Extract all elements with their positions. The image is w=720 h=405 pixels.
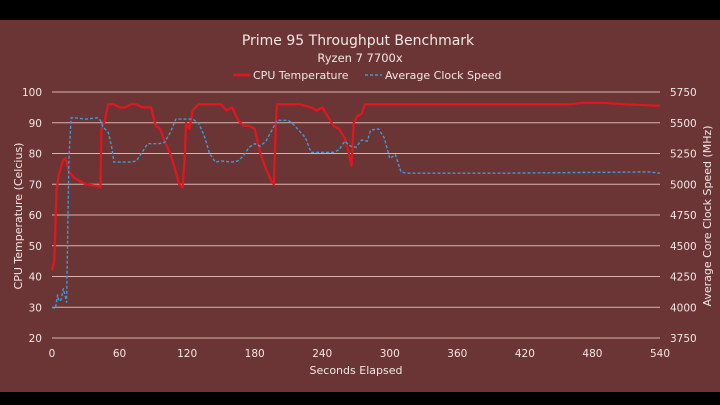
series-line-average-clock-speed — [51, 117, 661, 310]
legend-label-temperature: CPU Temperature — [253, 69, 349, 82]
y-left-tick-label: 100 — [22, 87, 42, 99]
y-left-tick-label: 50 — [29, 241, 42, 253]
x-tick-label: 120 — [177, 348, 197, 360]
y-right-tick-label: 5250 — [670, 149, 697, 161]
x-tick-label: 540 — [650, 348, 670, 360]
y-axis-right-label: Average Core Clock Speed (MHz) — [701, 125, 714, 306]
y-right-tick-label: 4750 — [670, 210, 697, 222]
chart-frame: Prime 95 Throughput Benchmark Ryzen 7 77… — [0, 20, 720, 392]
legend-label-clock: Average Clock Speed — [385, 69, 502, 82]
chart-title: Prime 95 Throughput Benchmark — [242, 33, 475, 49]
x-tick-label: 360 — [447, 348, 467, 360]
series-line-cpu-temperature — [50, 101, 661, 271]
x-axis-label: Seconds Elapsed — [310, 364, 403, 377]
dual-axis-line-chart: Prime 95 Throughput Benchmark Ryzen 7 77… — [12, 33, 714, 377]
x-tick-label: 60 — [113, 348, 126, 360]
y-right-tick-label: 5750 — [670, 87, 697, 99]
y-left-tick-label: 60 — [29, 210, 42, 222]
x-tick-label: 300 — [380, 348, 400, 360]
y-axis-left-label: CPU Temperature (Celcius) — [12, 143, 25, 290]
legend: CPU Temperature Average Clock Speed — [233, 69, 502, 82]
y-left-tick-label: 30 — [29, 302, 42, 314]
x-tick-label: 0 — [49, 348, 56, 360]
y-right-tick-label: 5500 — [670, 118, 697, 130]
y-right-tick-label: 4000 — [670, 302, 697, 314]
y-left-tick-label: 90 — [29, 118, 42, 130]
y-right-tick-label: 4250 — [670, 272, 697, 284]
y-left-tick-label: 20 — [29, 333, 42, 345]
y-right-tick-label: 3750 — [670, 333, 697, 345]
x-tick-label: 240 — [312, 348, 332, 360]
x-tick-label: 180 — [245, 348, 265, 360]
y-right-tick-label: 4500 — [670, 241, 697, 253]
y-left-tick-label: 80 — [29, 149, 42, 161]
x-tick-label: 420 — [515, 348, 535, 360]
x-tick-label: 480 — [582, 348, 602, 360]
y-left-tick-label: 40 — [29, 272, 42, 284]
y-right-tick-label: 5000 — [670, 179, 697, 191]
y-left-tick-label: 70 — [29, 179, 42, 191]
chart-subtitle: Ryzen 7 7700x — [317, 51, 402, 65]
